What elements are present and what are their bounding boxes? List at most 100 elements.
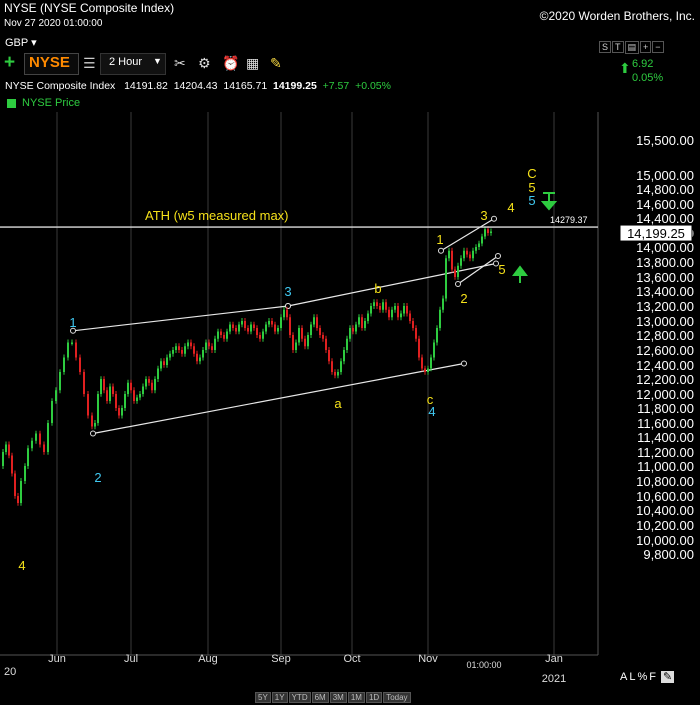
zoom-in-button[interactable]: + [640, 41, 652, 53]
wave-label-2: 2 [94, 470, 101, 485]
candle-body [364, 321, 366, 328]
zoom-out-button[interactable]: − [652, 41, 664, 53]
candle-body [97, 394, 99, 423]
down-arrow-icon [540, 192, 558, 211]
candle-body [220, 331, 222, 335]
period-5y[interactable]: 5Y [255, 692, 271, 703]
candle-body [421, 357, 423, 369]
layout-button[interactable]: ▤ [624, 41, 640, 54]
y-tick-label-12: 12,800.00 [636, 328, 694, 343]
candle-body [391, 309, 393, 318]
candle-body [100, 379, 102, 394]
scale-button[interactable]: S [599, 41, 612, 53]
candle-body [445, 258, 447, 299]
candle-body [481, 236, 483, 244]
window-title: NYSE (NYSE Composite Index) [4, 1, 175, 15]
candle-body [292, 335, 294, 350]
calculator-icon[interactable]: ▦ [246, 55, 260, 71]
candle-body [409, 313, 411, 321]
candle-body [142, 386, 144, 394]
y-tick-label-20: 11,200.00 [637, 445, 694, 460]
candle-body [412, 321, 414, 328]
tools-icon[interactable]: ✂ [174, 55, 186, 71]
quote-low: 14165.71 [223, 80, 268, 92]
price-series-swatch [7, 99, 16, 108]
y-tick-label-0: 15,500.00 [636, 133, 694, 148]
candle-body [322, 335, 324, 339]
candle-body [229, 324, 231, 332]
candle-body [406, 306, 408, 314]
annotations: ATH (w5 measured max) 14279.37 14,199.25 [0, 192, 693, 283]
candle-body [59, 372, 61, 391]
candle-body [238, 324, 240, 332]
candle-body [385, 302, 387, 310]
candle-body [430, 357, 432, 369]
symbol-input[interactable] [24, 53, 79, 75]
period-ytd[interactable]: YTD [288, 692, 311, 703]
add-icon[interactable]: + [4, 52, 16, 73]
period-1d[interactable]: 1D [365, 692, 383, 703]
y-tick-label-26: 10,000.00 [636, 533, 694, 548]
indicator-icon[interactable]: ⚙ [198, 55, 211, 71]
scale-percent[interactable]: % [637, 671, 648, 683]
period-3m[interactable]: 3M [329, 692, 347, 703]
currency-dropdown[interactable]: GBP ▾ [5, 37, 37, 49]
trendlines [70, 215, 501, 437]
candle-body [274, 324, 276, 332]
period-buttons: 5Y 1Y YTD 6M 3M 1M 1D Today [255, 687, 412, 705]
candle-body [20, 481, 22, 503]
candle-body [202, 350, 204, 358]
candle-body [298, 328, 300, 343]
candle-body [271, 321, 273, 325]
note-icon[interactable]: ✎ [270, 55, 282, 71]
wave-label-7: 4 [428, 404, 435, 419]
candle-body [124, 394, 126, 408]
candle-body [121, 408, 123, 416]
candle-body [166, 357, 168, 365]
period-6m[interactable]: 6M [311, 692, 329, 703]
candle-body [247, 328, 249, 332]
candle-body [370, 306, 372, 314]
draw-icon[interactable]: ✎ [661, 671, 675, 683]
list-icon[interactable]: ☰ [83, 55, 96, 71]
candle-body [415, 328, 417, 339]
trendline-1 [287, 262, 497, 307]
candle-body [334, 372, 336, 376]
candle-body [94, 423, 96, 427]
wave-label-11: 4 [507, 200, 514, 215]
candle-body [2, 452, 4, 466]
y-tick-label-6: 14,000.00 [636, 240, 694, 255]
y-tick-label-18: 11,600.00 [637, 416, 694, 431]
chart-datetime: Nov 27 2020 01:00:00 [4, 18, 103, 29]
ath-text: ATH (w5 measured max) [145, 208, 289, 223]
wave-label-15: 5 [528, 193, 535, 208]
candle-body [133, 390, 135, 401]
candle-body [487, 229, 489, 233]
wave-label-6: c [427, 392, 434, 407]
candle-body [112, 386, 114, 394]
candle-body [118, 408, 120, 416]
candle-body [337, 372, 339, 376]
scale-log[interactable]: L [629, 671, 636, 683]
period-1y[interactable]: 1Y [271, 692, 288, 703]
scale-auto[interactable]: A [620, 671, 628, 683]
y-tick-label-23: 10,600.00 [636, 489, 694, 504]
candle-body [115, 394, 117, 408]
y-tick-label-2: 14,800.00 [636, 182, 694, 197]
alarm-icon[interactable]: ⏰ [222, 55, 240, 71]
period-today[interactable]: Today [383, 692, 411, 703]
candle-body [79, 357, 81, 372]
text-button[interactable]: T [612, 41, 624, 53]
period-1m[interactable]: 1M [347, 692, 365, 703]
scale-fit[interactable]: F [649, 671, 656, 683]
candle-body [436, 328, 438, 343]
candle-body [289, 317, 291, 335]
candle-body [460, 258, 462, 266]
candle-body [403, 306, 405, 314]
timeframe-dropdown[interactable] [100, 53, 166, 75]
candle-body [5, 444, 7, 452]
price-series-label[interactable]: NYSE Price [22, 97, 81, 109]
candle-body [184, 346, 186, 354]
